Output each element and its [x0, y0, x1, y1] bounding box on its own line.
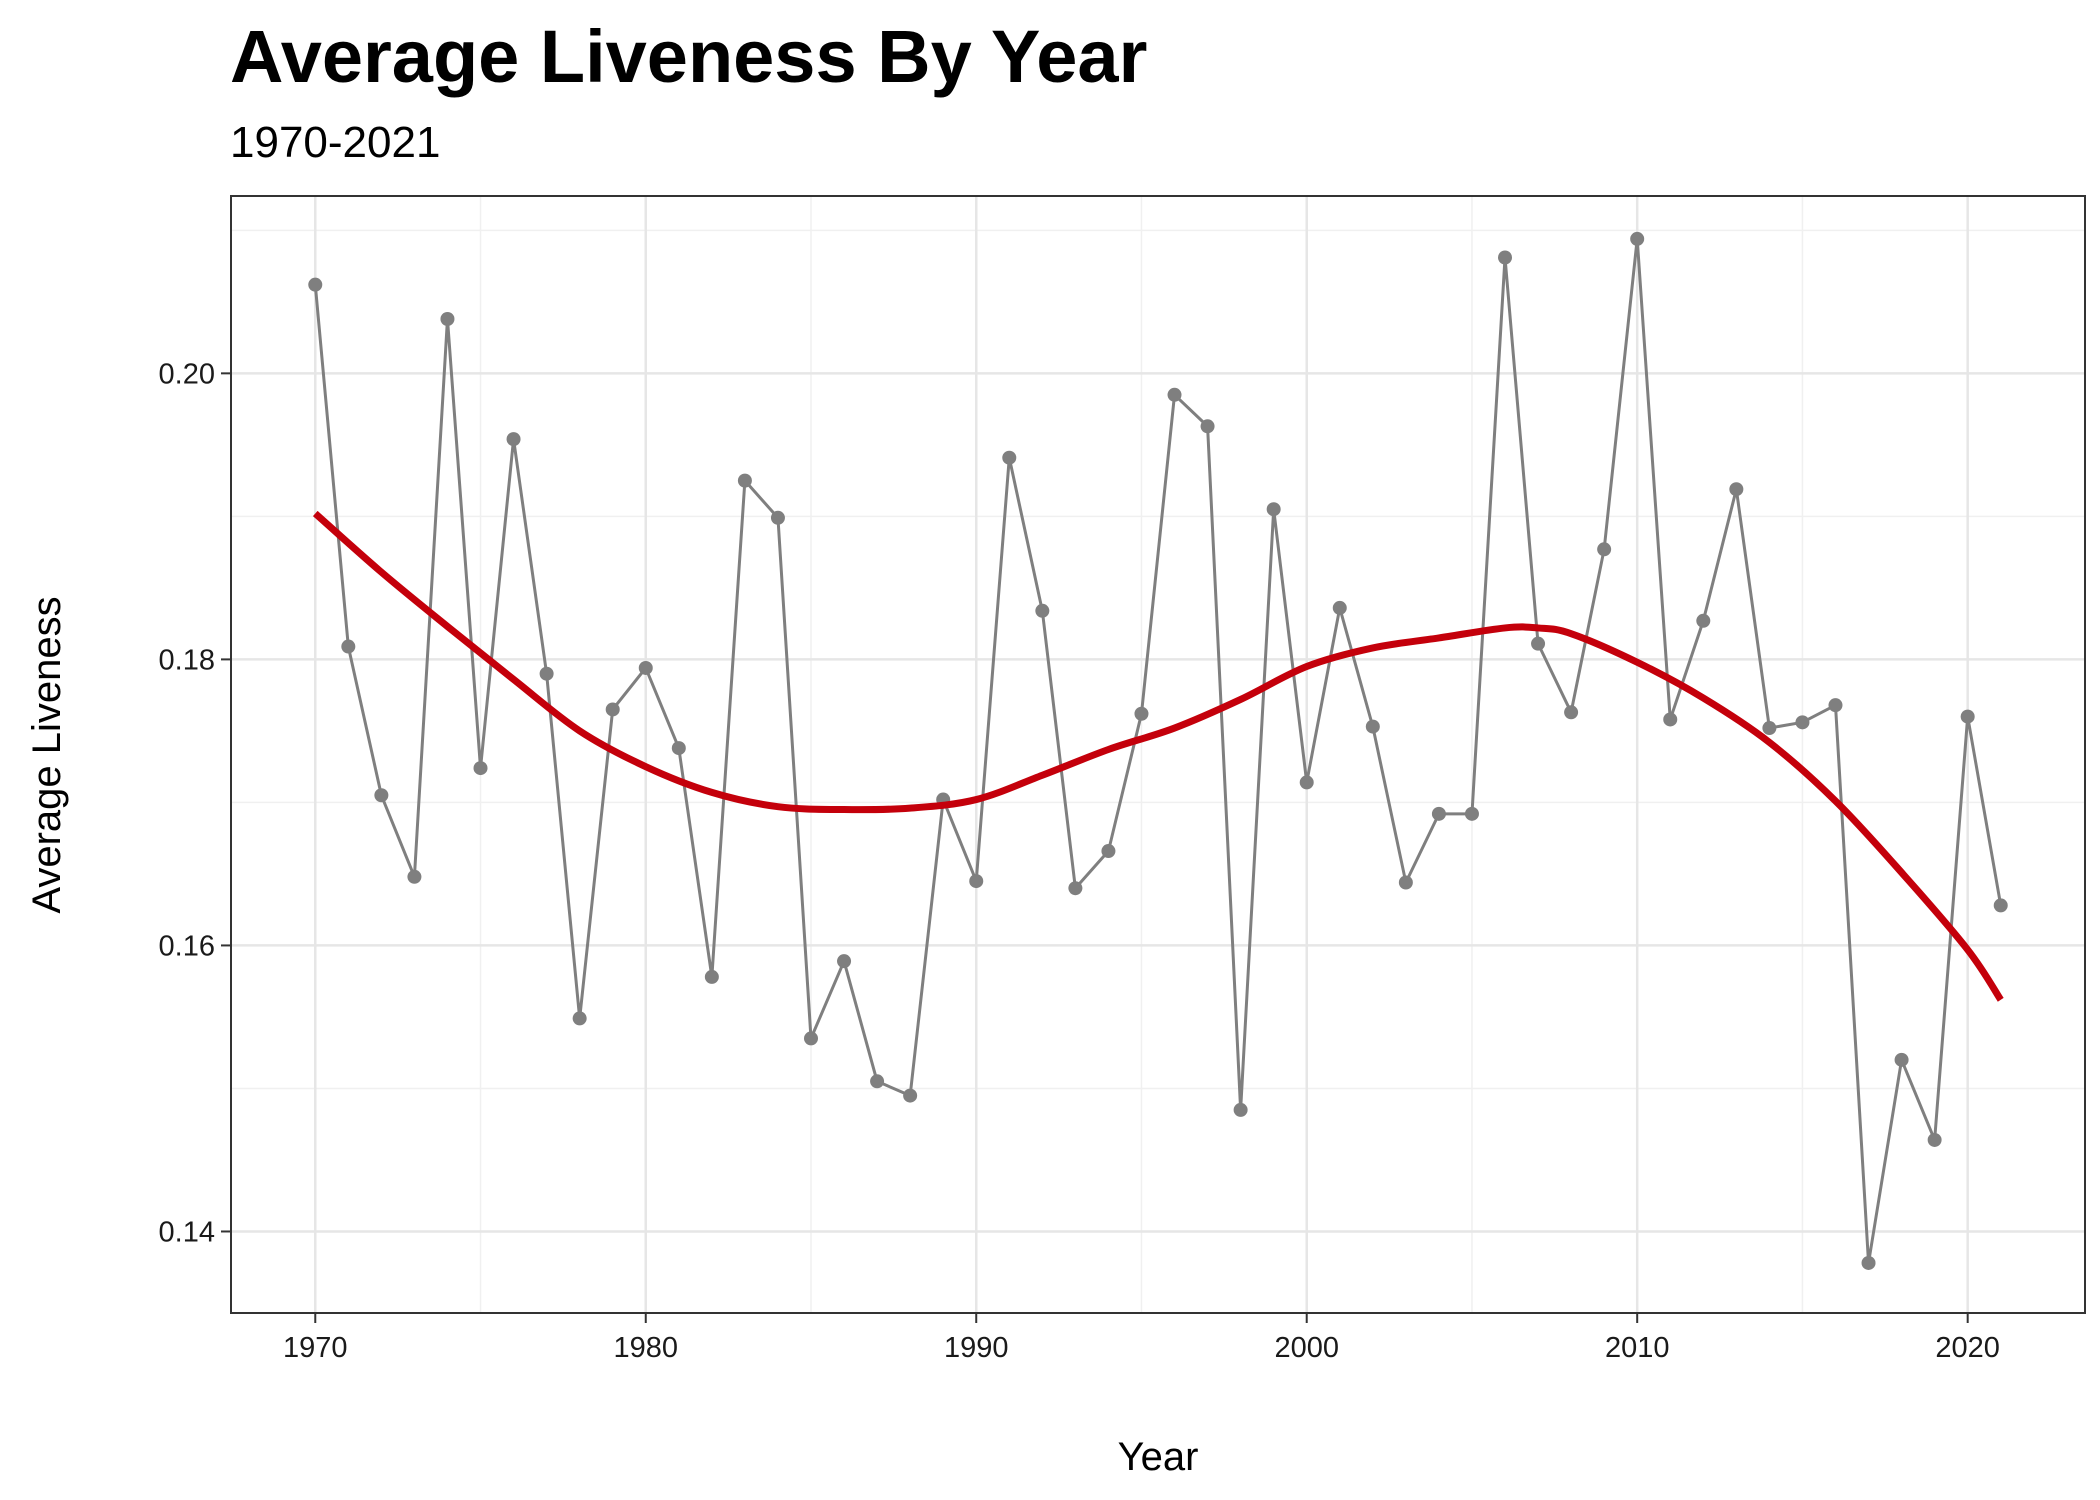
observed-point: [1795, 715, 1810, 730]
observed-point: [1299, 775, 1314, 790]
chart-title: Average Liveness By Year: [230, 15, 1148, 98]
plot-panel-border: [230, 195, 2086, 1314]
observed-point: [1663, 712, 1678, 727]
observed-point: [1729, 482, 1744, 497]
smooth-trend-line: [312, 510, 2004, 1002]
observed-point: [638, 660, 653, 675]
observed-point: [1266, 502, 1281, 517]
observed-point: [803, 1031, 818, 1046]
y-tick-label: 0.16: [159, 930, 215, 962]
y-axis: 0.14 0.16 0.18 0.20: [159, 358, 231, 1248]
observed-point: [1101, 844, 1116, 859]
chart-subtitle: 1970-2021: [230, 118, 441, 167]
observed-point: [770, 510, 785, 525]
observed-point: [1200, 419, 1215, 434]
observed-point: [1993, 898, 2008, 913]
y-tick-label: 0.20: [159, 358, 215, 390]
x-tick-label: 1970: [283, 1332, 348, 1364]
observed-point: [473, 761, 488, 776]
y-tick-label: 0.18: [159, 644, 215, 676]
observed-point: [506, 432, 521, 447]
x-tick-label: 1990: [944, 1332, 1009, 1364]
observed-point: [1696, 613, 1711, 628]
observed-point: [870, 1074, 885, 1089]
observed-point: [1960, 709, 1975, 724]
observed-point: [1498, 250, 1513, 265]
observed-point: [704, 969, 719, 984]
observed-point: [903, 1088, 918, 1103]
observed-point: [374, 788, 389, 803]
observed-point: [1861, 1255, 1876, 1270]
observed-point: [671, 741, 686, 756]
observed-point: [308, 277, 323, 292]
observed-point: [1762, 721, 1777, 736]
x-axis-title: Year: [1118, 1435, 1199, 1479]
observed-point: [1597, 542, 1612, 557]
observed-point: [341, 639, 356, 654]
observed-point: [1332, 600, 1347, 615]
observed-point: [1630, 231, 1645, 246]
observed-point: [737, 473, 752, 488]
observed-point: [440, 311, 455, 326]
observed-point: [969, 874, 984, 889]
observed-point: [407, 869, 422, 884]
observed-line: [313, 237, 2003, 1265]
observed-point: [1564, 705, 1579, 720]
observed-point: [1365, 719, 1380, 734]
grid-minor: [231, 196, 2085, 1313]
observed-point: [1927, 1132, 1942, 1147]
observed-point: [1531, 636, 1546, 651]
observed-point: [1002, 450, 1017, 465]
x-axis: 1970 1980 1990 2000 2010 2020: [283, 1313, 2000, 1364]
x-tick-label: 2020: [1935, 1332, 2000, 1364]
observed-point: [1894, 1052, 1909, 1067]
observed-point: [1464, 806, 1479, 821]
observed-point: [605, 702, 620, 717]
smooth-series: [312, 510, 2004, 1002]
observed-point: [1233, 1102, 1248, 1117]
x-tick-label: 2000: [1274, 1332, 1339, 1364]
observed-point: [1828, 698, 1843, 713]
observed-point: [1431, 806, 1446, 821]
observed-point: [572, 1011, 587, 1026]
observed-point: [1035, 603, 1050, 618]
y-tick-label: 0.14: [159, 1216, 215, 1248]
observed-point: [1068, 881, 1083, 896]
observed-point: [1167, 387, 1182, 402]
observed-point: [1398, 875, 1413, 890]
observed-series: [308, 231, 2008, 1270]
x-tick-label: 2010: [1605, 1332, 1670, 1364]
observed-point: [539, 666, 554, 681]
observed-point: [837, 954, 852, 969]
grid-major: [231, 196, 2085, 1313]
observed-point: [1134, 706, 1149, 721]
y-axis-title: Average Liveness: [25, 596, 69, 913]
x-tick-label: 1980: [613, 1332, 678, 1364]
